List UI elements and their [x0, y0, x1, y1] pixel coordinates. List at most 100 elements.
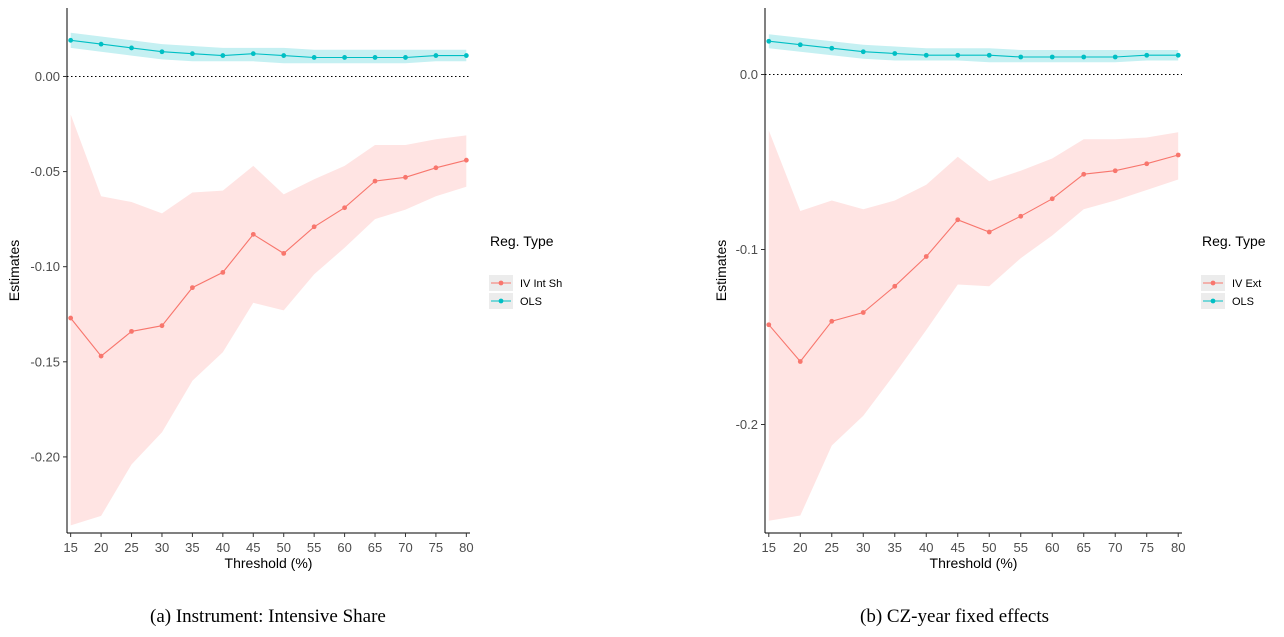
- caption-panel-a: (a) Instrument: Intensive Share: [150, 606, 386, 627]
- data-point-0-3: [860, 310, 866, 315]
- x-tick-label-2: 25: [825, 540, 839, 555]
- data-point-1-5: [923, 52, 929, 58]
- x-tick-label-0: 15: [762, 540, 776, 555]
- x-tick-label-1: 20: [793, 540, 807, 555]
- data-point-1-13: [463, 53, 469, 58]
- data-point-0-2: [129, 328, 134, 334]
- legend-key-point-1: [1210, 298, 1216, 304]
- data-point-0-7: [281, 250, 287, 256]
- x-tick-label-11: 70: [1108, 540, 1122, 555]
- x-tick-label-3: 30: [856, 540, 870, 555]
- data-point-1-9: [342, 55, 347, 60]
- data-point-1-0: [766, 38, 772, 44]
- y-axis-title: Estimates: [713, 240, 729, 301]
- series-line-1: [70, 39, 467, 59]
- data-point-0-13: [463, 157, 469, 163]
- y-tick-label-1: -0.1: [736, 242, 758, 257]
- data-point-1-4: [892, 51, 898, 56]
- chart-panel-b: -0.2 -0.1 0.0 15 20 25 30 35 40 45 50 55 60 65 70 75 80 T…: [713, 8, 1266, 571]
- y-tick-label-2: -0.10: [30, 259, 60, 274]
- data-point-1-7: [281, 53, 287, 58]
- data-point-1-0: [68, 37, 74, 43]
- series-line-0: [70, 159, 467, 357]
- data-point-0-6: [250, 231, 256, 237]
- data-point-1-12: [433, 53, 439, 58]
- y-axis-title: Estimates: [6, 240, 22, 301]
- data-point-0-5: [923, 254, 929, 259]
- data-point-0-3: [159, 323, 165, 329]
- legend-label-0: IV Int Sh: [520, 278, 562, 290]
- x-tick-label-9: 60: [337, 540, 351, 555]
- legend-label-1: OLS: [1232, 296, 1254, 308]
- x-tick-label-8: 55: [307, 540, 321, 555]
- series-line-1: [768, 40, 1179, 58]
- data-point-0-10: [372, 178, 378, 184]
- x-tick-label-10: 65: [368, 540, 382, 555]
- legend-title: Reg. Type: [490, 233, 554, 249]
- data-point-1-11: [403, 55, 408, 60]
- x-tick-label-10: 65: [1076, 540, 1090, 555]
- y-tick-label-0: -0.2: [736, 417, 758, 432]
- legend-key-point-0: [498, 280, 504, 286]
- data-point-0-13: [1175, 152, 1181, 158]
- series-line-0: [768, 154, 1179, 363]
- x-tick-label-6: 45: [951, 540, 965, 555]
- x-tick-label-2: 25: [124, 540, 138, 555]
- x-tick-label-13: 80: [1171, 540, 1185, 555]
- data-point-1-2: [129, 45, 134, 51]
- data-point-1-6: [955, 52, 961, 58]
- data-point-1-13: [1175, 52, 1181, 58]
- x-tick-label-7: 50: [276, 540, 290, 555]
- data-point-0-1: [797, 359, 803, 364]
- data-point-1-5: [220, 53, 226, 58]
- x-tick-label-13: 80: [459, 540, 473, 555]
- data-point-0-0: [766, 322, 772, 328]
- x-tick-label-4: 35: [888, 540, 902, 555]
- legend-key-point-1: [498, 298, 504, 304]
- chart-panel-a: -0.20 -0.15 -0.10 -0.05 0.00 15 20 25 30 35 40 45 50…: [6, 8, 562, 571]
- y-tick-label-3: -0.05: [30, 164, 60, 179]
- x-tick-label-9: 60: [1045, 540, 1059, 555]
- caption-panel-b: (b) CZ-year fixed effects: [860, 606, 1050, 627]
- data-point-0-0: [68, 315, 74, 321]
- x-tick-label-7: 50: [982, 540, 996, 555]
- confidence-band-1: [768, 34, 1179, 63]
- y-tick-label-2: 0.0: [740, 67, 758, 82]
- x-tick-label-6: 45: [246, 540, 260, 555]
- y-tick-label-0: -0.20: [30, 449, 60, 464]
- x-tick-label-3: 30: [155, 540, 169, 555]
- data-point-1-10: [1081, 54, 1087, 60]
- confidence-band-0: [768, 130, 1179, 521]
- x-tick-label-0: 15: [63, 540, 77, 555]
- data-point-1-12: [1144, 52, 1150, 58]
- data-point-1-1: [797, 42, 803, 48]
- x-axis-title: Threshold (%): [225, 555, 313, 571]
- data-point-0-2: [829, 318, 835, 324]
- data-point-0-8: [1018, 213, 1024, 219]
- data-point-1-8: [1018, 54, 1024, 60]
- data-point-0-4: [190, 285, 195, 291]
- data-point-1-4: [190, 51, 195, 57]
- data-point-1-9: [1049, 54, 1055, 60]
- legend-title: Reg. Type: [1202, 233, 1266, 249]
- data-point-1-3: [860, 49, 866, 55]
- data-point-0-11: [1112, 168, 1118, 174]
- data-point-0-11: [403, 174, 408, 180]
- data-point-0-4: [892, 283, 898, 289]
- x-tick-label-8: 55: [1014, 540, 1028, 555]
- x-tick-label-4: 35: [185, 540, 199, 555]
- data-point-1-7: [986, 52, 992, 58]
- data-point-0-9: [342, 205, 347, 211]
- data-point-1-8: [311, 55, 317, 60]
- data-point-1-11: [1112, 54, 1118, 60]
- legend-key-point-0: [1210, 280, 1216, 286]
- x-axis-title: Threshold (%): [930, 555, 1018, 571]
- x-tick-label-11: 70: [398, 540, 412, 555]
- data-point-1-6: [250, 51, 256, 57]
- data-point-0-10: [1081, 171, 1087, 177]
- x-tick-label-5: 40: [919, 540, 933, 555]
- x-tick-label-1: 20: [94, 540, 108, 555]
- data-point-0-7: [986, 229, 992, 235]
- data-point-0-12: [1144, 161, 1150, 167]
